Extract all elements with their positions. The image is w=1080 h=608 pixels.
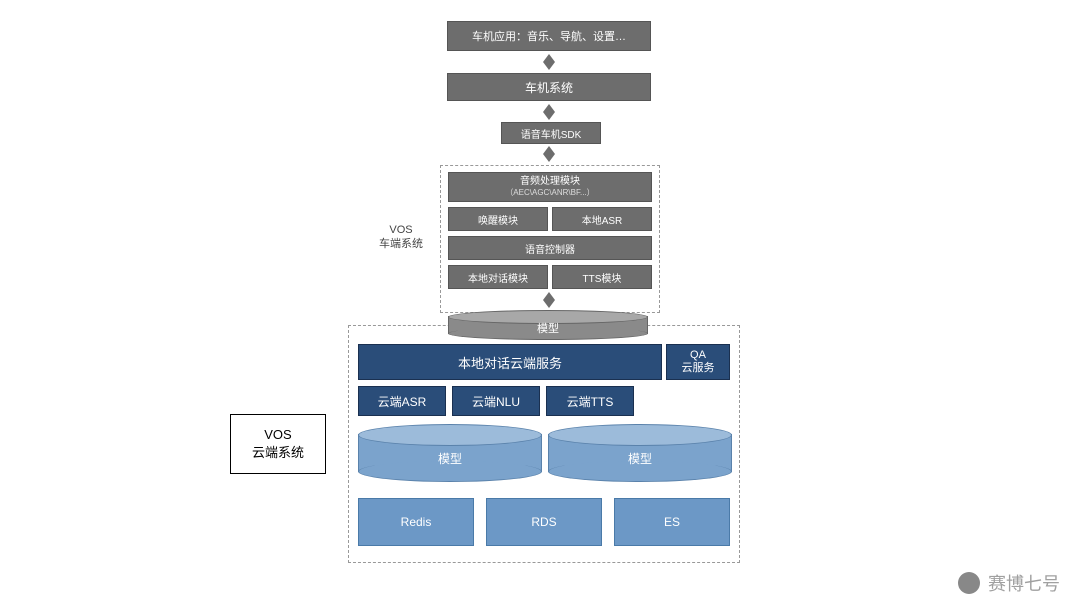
watermark: 赛博七号 (958, 570, 1060, 596)
arrow-icon (543, 146, 555, 154)
vos-car-l1: VOS (389, 223, 412, 237)
system-label: 车机系统 (525, 79, 573, 96)
wake-box: 唤醒模块 (448, 207, 548, 231)
arrow-icon (543, 62, 555, 70)
voice-ctrl-label: 语音控制器 (525, 241, 575, 256)
dialog-cloud-label: 本地对话云端服务 (458, 353, 562, 372)
model-cylinder-left: 模型 (358, 424, 542, 482)
vos-car-l2: 车端系统 (379, 237, 423, 251)
audio-label: 音频处理模块 (520, 176, 580, 187)
qa-l2: 云服务 (682, 362, 715, 375)
audio-sub: （AEC\AGC\ANR\BF...） (505, 189, 594, 198)
arrow-icon (543, 104, 555, 112)
local-asr-box: 本地ASR (552, 207, 652, 231)
vos-car-label: VOS 车端系统 (372, 220, 430, 254)
arrow-icon (543, 300, 555, 308)
local-dialog-box: 本地对话模块 (448, 265, 548, 289)
arrow-icon (543, 112, 555, 120)
rds-label: RDS (531, 515, 556, 529)
arrow-icon (543, 154, 555, 162)
local-asr-label: 本地ASR (582, 212, 623, 227)
model-cylinder-right: 模型 (548, 424, 732, 482)
watermark-text: 赛博七号 (988, 570, 1060, 596)
redis-box: Redis (358, 498, 474, 546)
redis-label: Redis (401, 515, 432, 529)
arrow-icon (543, 54, 555, 62)
vos-cloud-l1: VOS (264, 426, 291, 444)
es-box: ES (614, 498, 730, 546)
sdk-box: 语音车机SDK (501, 122, 601, 144)
cloud-tts-box: 云端TTS (546, 386, 634, 416)
model2-label: 模型 (358, 450, 542, 467)
vos-cloud-l2: 云端系统 (252, 444, 304, 462)
arrow-icon (543, 292, 555, 300)
system-box: 车机系统 (447, 73, 651, 101)
rds-box: RDS (486, 498, 602, 546)
cloud-asr-box: 云端ASR (358, 386, 446, 416)
cloud-asr-label: 云端ASR (378, 393, 427, 410)
local-dialog-label: 本地对话模块 (468, 270, 528, 285)
dialog-cloud-box: 本地对话云端服务 (358, 344, 662, 380)
audio-box: 音频处理模块 （AEC\AGC\ANR\BF...） (448, 172, 652, 202)
model3-label: 模型 (548, 450, 732, 467)
qa-l1: QA (690, 349, 706, 362)
model-cylinder-top: 模型 (448, 310, 648, 340)
voice-ctrl-box: 语音控制器 (448, 236, 652, 260)
watermark-icon (958, 572, 980, 594)
qa-box: QA 云服务 (666, 344, 730, 380)
model-label: 模型 (448, 320, 648, 336)
sdk-label: 语音车机SDK (521, 126, 582, 141)
apps-box: 车机应用：音乐、导航、设置… (447, 21, 651, 51)
wake-label: 唤醒模块 (478, 212, 518, 227)
vos-cloud-label: VOS 云端系统 (230, 414, 326, 474)
tts-box: TTS模块 (552, 265, 652, 289)
tts-label: TTS模块 (583, 270, 622, 285)
cloud-tts-label: 云端TTS (567, 393, 614, 410)
cloud-nlu-label: 云端NLU (472, 393, 520, 410)
cloud-nlu-box: 云端NLU (452, 386, 540, 416)
apps-label: 车机应用：音乐、导航、设置… (472, 28, 626, 44)
es-label: ES (664, 515, 680, 529)
